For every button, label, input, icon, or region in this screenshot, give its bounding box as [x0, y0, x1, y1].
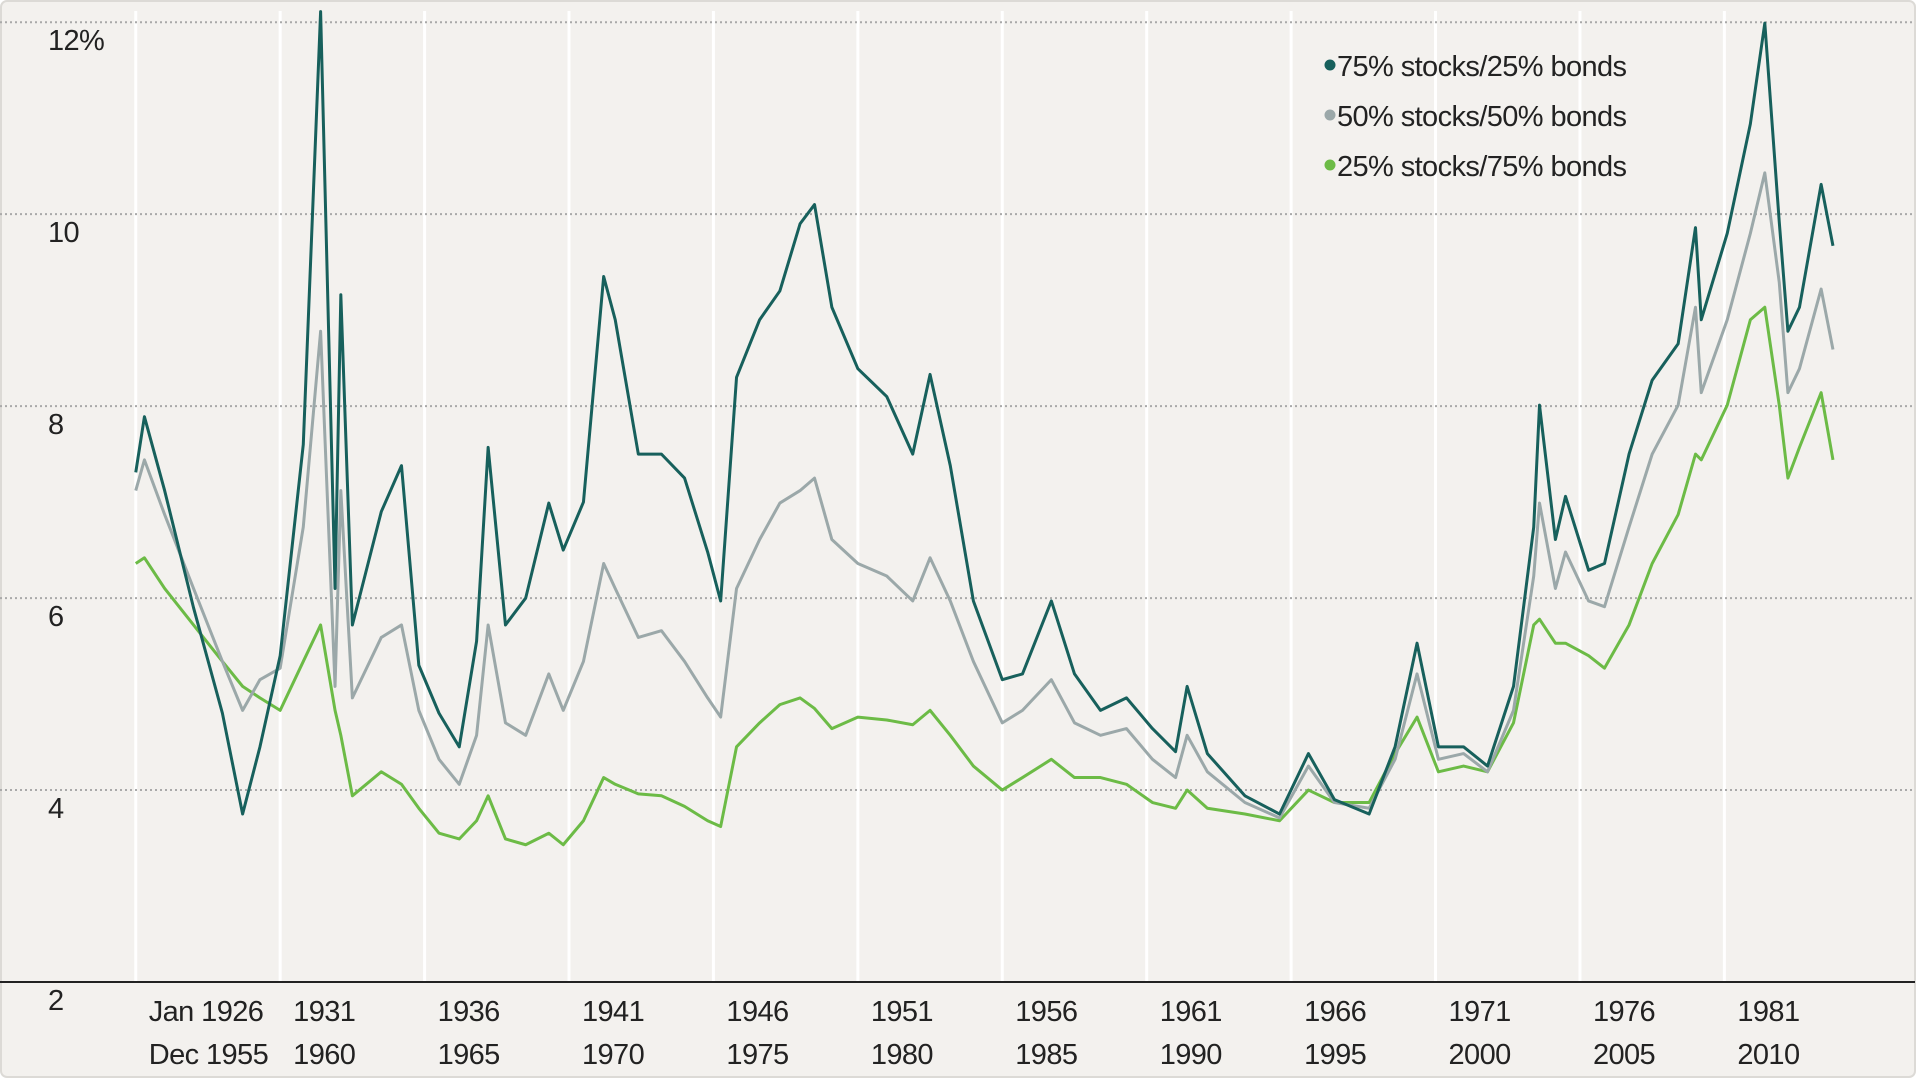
x-tick-label: 1995	[1304, 1039, 1366, 1071]
legend-marker	[1324, 59, 1336, 71]
axes: Jan 1926 Dec 1955 1931 1960 1936 1965 1941 1970…	[0, 25, 1915, 1071]
x-tick-label: Jan 1926	[149, 996, 264, 1028]
x-tick-label: 2005	[1593, 1039, 1655, 1071]
vertical-grid	[134, 11, 1726, 982]
x-tick-label: 2000	[1449, 1039, 1511, 1071]
horizontal-grid	[0, 21, 1915, 792]
legend-label: 75% stocks/25% bonds	[1337, 51, 1627, 83]
x-tick-label: 1976	[1593, 996, 1655, 1028]
x-tick-label: 1966	[1304, 996, 1366, 1028]
x-tick-label: 1936	[438, 996, 500, 1028]
x-tick-label: 1956	[1015, 996, 1077, 1028]
series-line	[134, 10, 1835, 816]
x-tick-label: 1941	[582, 996, 644, 1028]
x-tick-label: 1965	[438, 1039, 500, 1071]
x-tick-label: 1980	[871, 1039, 933, 1071]
legend-marker	[1324, 109, 1336, 121]
legend-marker	[1324, 159, 1336, 171]
x-tick-label: Dec 1955	[149, 1039, 268, 1071]
legend-label: 50% stocks/50% bonds	[1337, 101, 1627, 133]
legend: 75% stocks/25% bonds 50% stocks/50% bonds…	[1324, 51, 1627, 183]
y-tick-label: 4	[48, 793, 64, 825]
y-tick-label: 2	[48, 985, 64, 1017]
x-tick-label: 1931	[293, 996, 355, 1028]
x-tick-label: 1946	[726, 996, 788, 1028]
y-tick-label: 6	[48, 601, 64, 633]
series-line	[134, 305, 1835, 847]
series-line	[134, 171, 1835, 820]
x-tick-label: 1970	[582, 1039, 644, 1071]
legend-label: 25% stocks/75% bonds	[1337, 151, 1627, 183]
x-tick-label: 1975	[726, 1039, 788, 1071]
x-tick-label: 1981	[1737, 996, 1799, 1028]
x-tick-label: 2010	[1737, 1039, 1799, 1071]
y-tick-label: 10	[48, 217, 79, 249]
x-tick-label: 1971	[1449, 996, 1511, 1028]
x-tick-label: 1951	[871, 996, 933, 1028]
y-tick-label: 12%	[48, 25, 104, 57]
x-tick-label: 1961	[1160, 996, 1222, 1028]
x-tick-label: 1990	[1160, 1039, 1222, 1071]
y-tick-label: 8	[48, 409, 64, 441]
x-tick-label: 1960	[293, 1039, 355, 1071]
x-tick-label: 1985	[1015, 1039, 1077, 1071]
plot-lines	[134, 10, 1835, 847]
